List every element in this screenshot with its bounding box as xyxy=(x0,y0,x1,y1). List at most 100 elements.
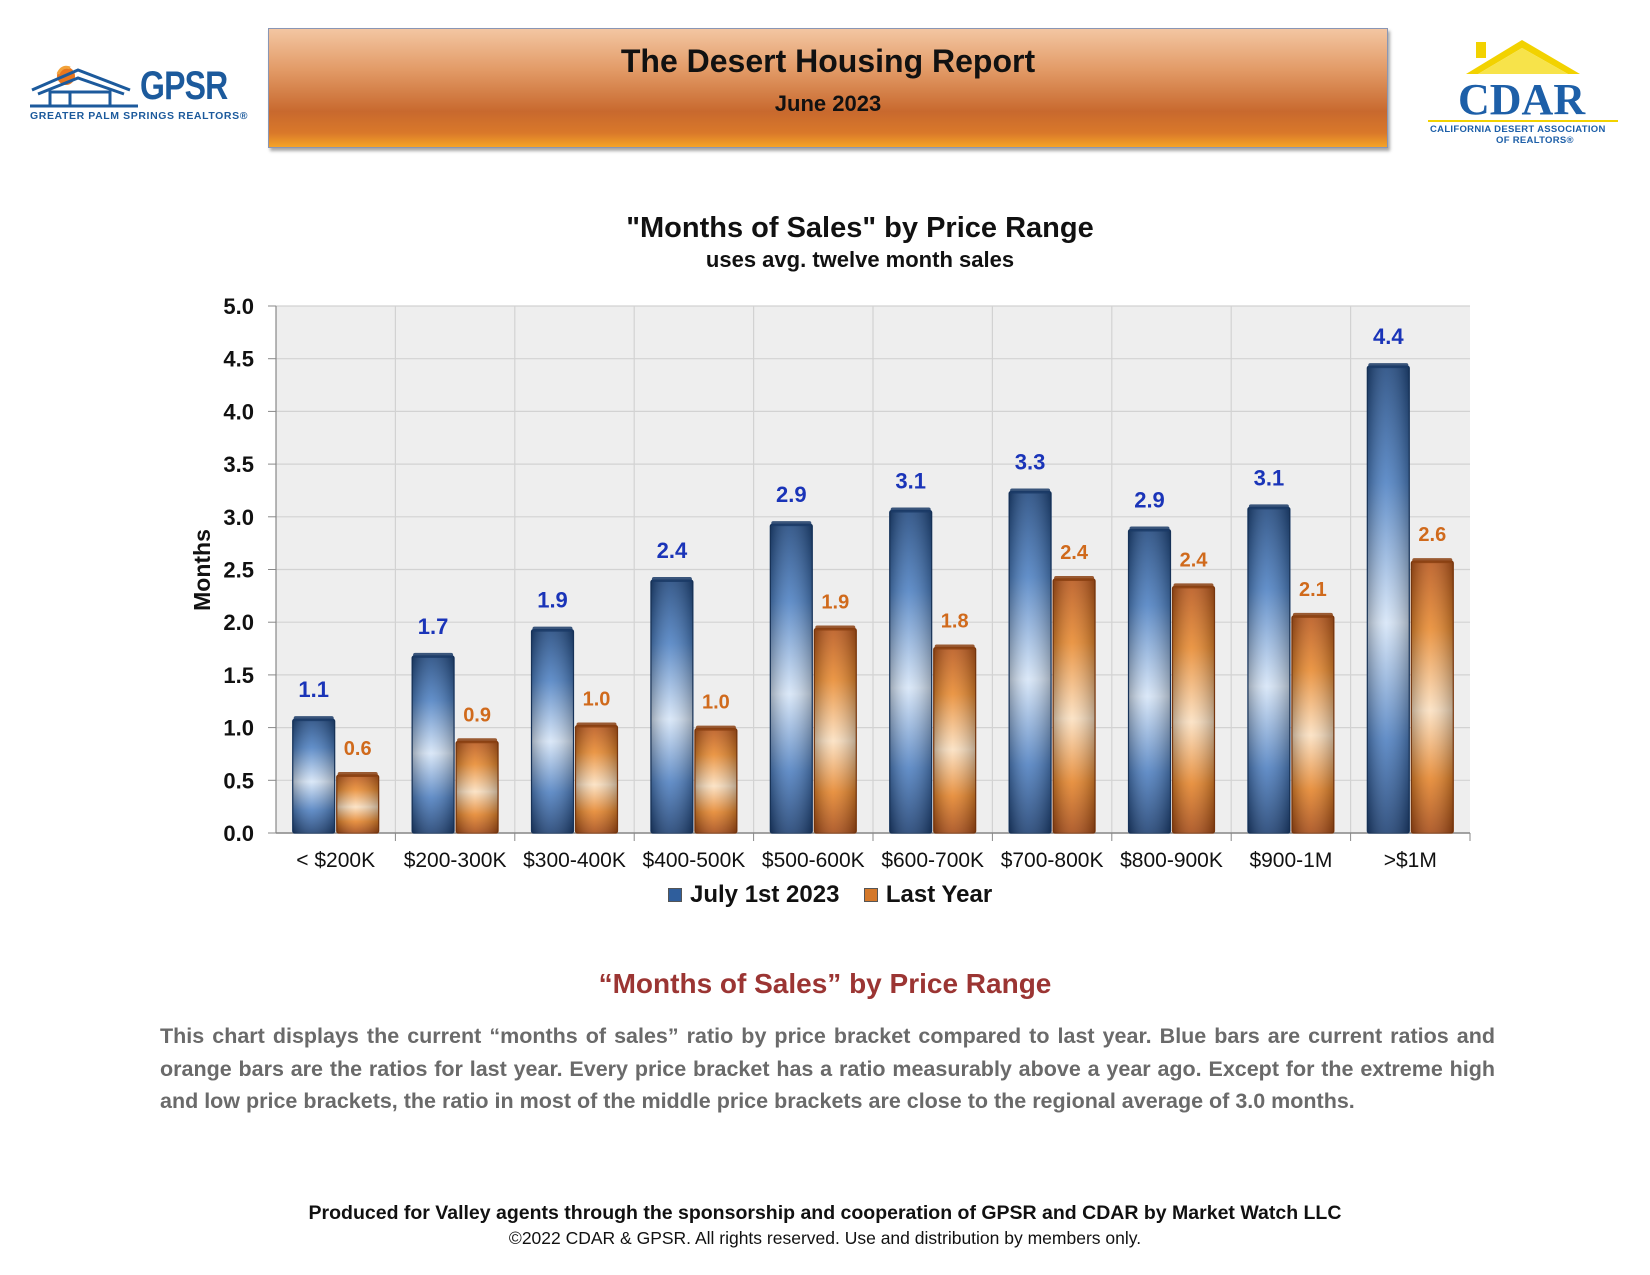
bar-current-shade xyxy=(292,719,335,833)
bar-last-year-shade xyxy=(1172,586,1215,833)
y-tick-label: 3.0 xyxy=(223,505,254,530)
legend-item-last-year: Last Year xyxy=(863,881,993,909)
bar-current-cap xyxy=(651,577,692,583)
x-tick-label: $200-300K xyxy=(404,849,507,872)
bar-last-year-cap xyxy=(337,772,378,778)
bar-current-cap xyxy=(1129,526,1170,532)
bar-last-year-shade xyxy=(336,775,379,833)
bar-current-cap xyxy=(890,507,931,513)
bar-last-year-cap xyxy=(1054,575,1095,581)
data-label-current: 3.3 xyxy=(1015,450,1046,475)
y-tick-label: 0.0 xyxy=(223,821,254,846)
data-label-current: 3.1 xyxy=(895,468,926,493)
bar-current-shade xyxy=(412,655,455,833)
chart-subtitle: uses avg. twelve month sales xyxy=(705,247,1015,272)
data-label-last-year: 2.4 xyxy=(1180,549,1209,571)
y-tick-label: 2.0 xyxy=(223,610,254,635)
bar-current-shade xyxy=(1009,491,1052,833)
legend-label-last-year: Last Year xyxy=(885,881,993,908)
data-label-current: 2.9 xyxy=(1134,487,1165,512)
bar-current-cap xyxy=(293,716,334,722)
bar-last-year-shade xyxy=(933,647,976,833)
bar-last-year-shade xyxy=(1411,561,1454,833)
y-axis-label: Months xyxy=(189,529,215,611)
data-label-current: 4.4 xyxy=(1373,324,1404,349)
cdar-logo-subtitle-2: OF REALTORS® xyxy=(1496,135,1574,146)
bar-last-year-shade xyxy=(814,628,857,833)
x-tick-label: >$1M xyxy=(1384,849,1437,872)
footer-copyright: ©2022 CDAR & GPSR. All rights reserved. … xyxy=(508,1228,1142,1248)
data-label-last-year: 0.6 xyxy=(344,738,372,760)
data-label-last-year: 2.1 xyxy=(1299,579,1327,601)
y-tick-label: 1.5 xyxy=(223,663,254,688)
bar-last-year-shade xyxy=(1053,578,1096,833)
bar-current-shade xyxy=(889,510,932,833)
bar-last-year-cap xyxy=(1292,612,1333,618)
y-tick-label: 4.5 xyxy=(223,347,254,372)
data-label-last-year: 1.9 xyxy=(821,592,849,614)
report-date: June 2023 xyxy=(774,91,882,116)
report-banner: The Desert Housing Report June 2023 xyxy=(268,28,1388,148)
bar-current-shade xyxy=(650,580,693,833)
cdar-logo: CDAR CALIFORNIA DESERT ASSOCIATION OF RE… xyxy=(1418,38,1628,148)
gpsr-logo: GPSR GREATER PALM SPRINGS REALTORS® xyxy=(30,60,249,130)
data-label-last-year: 0.9 xyxy=(463,704,491,726)
gpsr-house-icon xyxy=(30,65,138,108)
bar-last-year-cap xyxy=(815,625,856,631)
bar-current-shade xyxy=(1367,366,1410,833)
bar-current-shade xyxy=(1128,529,1171,833)
x-tick-label: $300-400K xyxy=(523,849,626,872)
bar-last-year-cap xyxy=(1412,558,1453,564)
x-tick-label: $500-600K xyxy=(762,849,865,872)
data-label-current: 1.1 xyxy=(298,677,329,702)
cdar-logo-text: CDAR xyxy=(1458,75,1586,124)
x-tick-label: $400-500K xyxy=(643,849,746,872)
legend-swatch-last-year xyxy=(863,888,878,902)
data-label-last-year: 2.6 xyxy=(1418,524,1446,546)
bar-current-cap xyxy=(1368,363,1409,369)
y-tick-label: 0.5 xyxy=(223,768,254,793)
legend-item-current: July 1st 2023 xyxy=(668,881,839,909)
x-tick-label: $700-800K xyxy=(1001,849,1104,872)
y-tick-label: 3.5 xyxy=(223,452,254,477)
x-tick-label: $900-1M xyxy=(1249,849,1332,872)
y-tick-label: 4.0 xyxy=(223,399,254,424)
bar-last-year-cap xyxy=(695,725,736,731)
footer-sponsorship: Produced for Valley agents through the s… xyxy=(308,1202,1342,1224)
bar-last-year-shade xyxy=(1291,615,1334,833)
bar-last-year-cap xyxy=(934,644,975,650)
y-tick-label: 2.5 xyxy=(223,558,254,583)
x-tick-label: < $200K xyxy=(296,849,375,872)
bar-last-year-shade xyxy=(456,741,499,833)
description-title: “Months of Sales” by Price Range xyxy=(598,968,1052,999)
x-tick-label: $600-700K xyxy=(881,849,984,872)
bar-last-year-cap xyxy=(457,738,498,744)
y-tick-label: 5.0 xyxy=(223,294,254,319)
y-tick-label: 1.0 xyxy=(223,716,254,741)
data-label-last-year: 1.0 xyxy=(583,688,611,710)
bar-current-shade xyxy=(1247,507,1290,833)
bar-last-year-cap xyxy=(1173,583,1214,589)
legend-swatch-current xyxy=(668,888,682,902)
report-title: The Desert Housing Report xyxy=(620,43,1036,79)
data-label-last-year: 1.0 xyxy=(702,692,730,714)
data-label-current: 2.4 xyxy=(657,538,688,563)
bar-current-shade xyxy=(531,629,574,833)
data-label-last-year: 2.4 xyxy=(1060,542,1089,564)
cdar-logo-subtitle-1: CALIFORNIA DESERT ASSOCIATION xyxy=(1430,124,1606,135)
description-body: This chart displays the current “months … xyxy=(160,1024,1495,1113)
data-label-last-year: 1.8 xyxy=(941,610,969,632)
bar-current-cap xyxy=(413,652,454,658)
data-label-current: 3.1 xyxy=(1254,465,1285,490)
months-of-sales-chart: 0.0 0.5 1.0 1.5 2.0 2.5 3.0 3.5 4.0 4.5 5.0 < $200K… xyxy=(189,294,1471,872)
bar-last-year-cap xyxy=(576,722,617,728)
bar-current-cap xyxy=(1248,504,1289,510)
bar-current-cap xyxy=(771,521,812,527)
cdar-divider xyxy=(1428,120,1618,122)
gpsr-logo-subtitle: GREATER PALM SPRINGS REALTORS® xyxy=(30,110,249,122)
bar-current-shade xyxy=(770,524,813,833)
bar-last-year-shade xyxy=(575,725,618,833)
data-label-current: 1.9 xyxy=(537,588,568,613)
bar-current-cap xyxy=(1010,488,1051,494)
chart-legend: July 1st 2023 Last Year xyxy=(668,881,1012,911)
